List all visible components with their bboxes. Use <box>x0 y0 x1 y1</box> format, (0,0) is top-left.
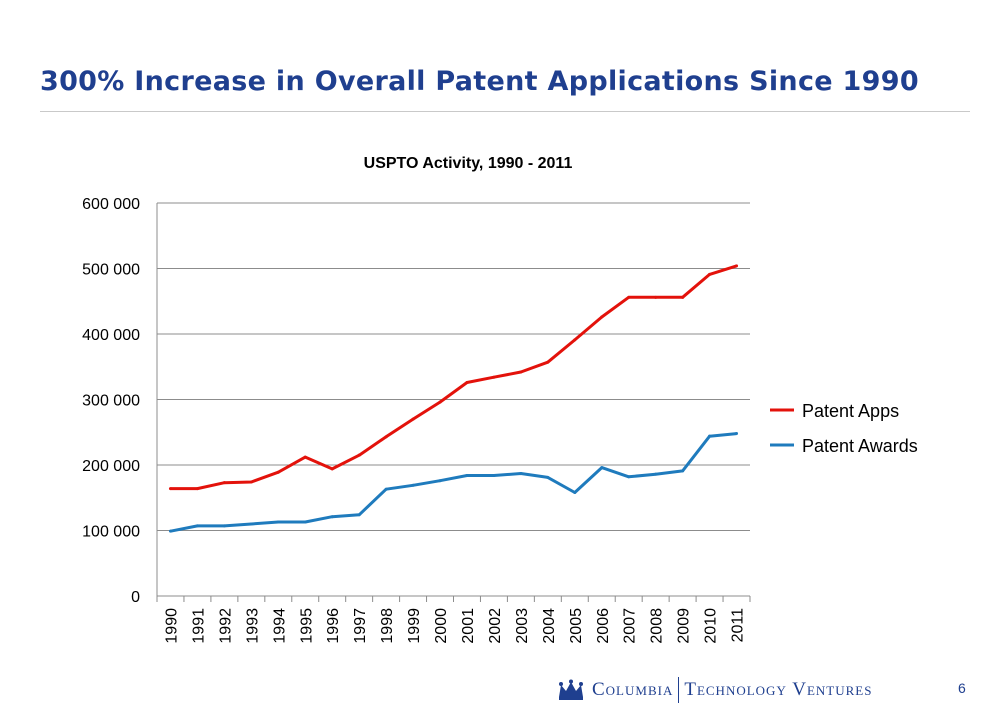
data-point <box>654 472 658 476</box>
data-point <box>168 487 172 491</box>
axes: 0 100 000 200 000 300 000 400 000 500 000 600 … <box>82 196 751 644</box>
y-tick-label: 400 000 <box>82 327 140 344</box>
x-tick-label: 1996 <box>325 608 342 644</box>
data-point <box>438 479 442 483</box>
x-tick-label: 2005 <box>568 608 585 644</box>
x-tick-label: 2006 <box>595 608 612 644</box>
x-tick-label: 2010 <box>703 608 720 644</box>
slide-title: 300% Increase in Overall Patent Applicat… <box>40 66 919 97</box>
data-point <box>330 467 334 471</box>
data-point <box>573 491 577 495</box>
data-point <box>384 435 388 439</box>
x-tick-label: 2009 <box>676 608 693 644</box>
x-tick-label: 1991 <box>190 608 207 644</box>
data-point <box>735 264 739 268</box>
data-point <box>627 295 631 299</box>
series-lines <box>168 264 739 533</box>
data-point <box>681 295 685 299</box>
data-point <box>546 360 550 364</box>
y-tick-label: 200 000 <box>82 458 140 475</box>
y-tick-label: 600 000 <box>82 196 140 213</box>
data-point <box>195 524 199 528</box>
data-point <box>627 475 631 479</box>
data-point <box>384 487 388 491</box>
legend-label: Patent Awards <box>802 436 918 456</box>
x-tick-label: 2004 <box>541 608 558 644</box>
y-tick-label: 0 <box>131 589 140 606</box>
data-point <box>708 272 712 276</box>
x-tick-label: 2001 <box>460 608 477 644</box>
data-point <box>600 466 604 470</box>
data-point <box>357 453 361 457</box>
y-tick-label: 500 000 <box>82 262 140 279</box>
x-tick-label: 2011 <box>730 608 747 643</box>
data-point <box>438 400 442 404</box>
data-point <box>411 483 415 487</box>
data-point <box>654 295 658 299</box>
legend-label: Patent Apps <box>802 401 899 421</box>
data-point <box>492 473 496 477</box>
x-tick-label: 1990 <box>163 608 180 644</box>
data-point <box>195 487 199 491</box>
data-point <box>276 520 280 524</box>
x-tick-label: 2008 <box>649 608 666 644</box>
x-tick-label: 2003 <box>514 608 531 644</box>
logo-separator <box>678 677 680 703</box>
x-tick-label: 1993 <box>244 608 261 644</box>
x-tick-label: 1999 <box>406 608 423 644</box>
data-point <box>735 432 739 436</box>
logo-text-columbia: Columbia <box>592 679 674 700</box>
data-point <box>465 380 469 384</box>
data-point <box>411 417 415 421</box>
data-point <box>492 375 496 379</box>
data-point <box>276 470 280 474</box>
x-tick-label: 2002 <box>487 608 504 644</box>
data-point <box>249 522 253 526</box>
data-point <box>519 370 523 374</box>
data-point <box>303 520 307 524</box>
y-tick-label: 300 000 <box>82 393 140 410</box>
x-tick-label: 1994 <box>271 608 288 644</box>
series-line-patent-awards <box>170 432 737 533</box>
x-tick-label: 1995 <box>298 608 315 644</box>
x-tick-label: 1992 <box>217 608 234 644</box>
title-divider <box>40 111 970 112</box>
data-point <box>330 515 334 519</box>
legend: Patent Apps Patent Awards <box>770 401 918 456</box>
crown-icon <box>559 679 583 700</box>
data-point <box>573 338 577 342</box>
data-point <box>168 529 172 533</box>
x-tick-label: 2007 <box>622 608 639 644</box>
data-point <box>222 524 226 528</box>
data-point <box>519 472 523 476</box>
columbia-technology-ventures-logo: Columbia Technology Ventures <box>556 677 872 703</box>
gridlines <box>157 202 750 597</box>
series-line-patent-apps <box>170 264 737 491</box>
data-point <box>303 455 307 459</box>
chart-title: USPTO Activity, 1990 - 2011 <box>364 155 573 172</box>
data-point <box>546 475 550 479</box>
data-point <box>222 481 226 485</box>
data-point <box>600 315 604 319</box>
data-point <box>357 513 361 517</box>
data-point <box>708 434 712 438</box>
x-tick-label: 2000 <box>433 608 450 644</box>
data-point <box>681 469 685 473</box>
y-tick-label: 100 000 <box>82 524 140 541</box>
data-point <box>249 480 253 484</box>
data-point <box>465 473 469 477</box>
x-tick-label: 1998 <box>379 608 396 644</box>
page-number: 6 <box>958 680 966 696</box>
logo-text-technology-ventures: Technology Ventures <box>684 679 873 700</box>
x-tick-label: 1997 <box>352 608 369 644</box>
